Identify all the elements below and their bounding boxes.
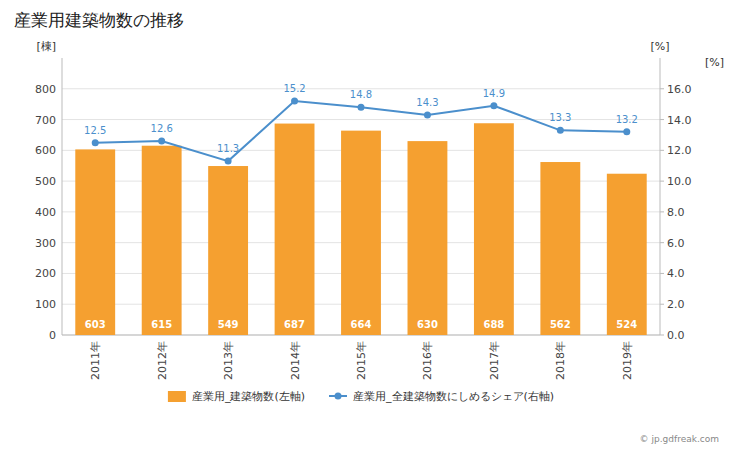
x-tick-label: 2014年: [289, 341, 302, 380]
y-tick-label: 500: [35, 175, 56, 188]
y-tick-label: 300: [35, 237, 56, 250]
x-tick-label: 2016年: [421, 341, 434, 380]
y2-tick-label: 16.0: [667, 83, 692, 96]
plot-marks: [75, 98, 646, 335]
line-point: [225, 158, 232, 165]
legend: 産業用_建築物数(左軸) 産業用_全建築物数にしめるシェア(右軸): [168, 390, 554, 403]
y2-tick-label: 8.0: [667, 206, 685, 219]
y-axis-label: [棟]: [36, 40, 56, 53]
bar: [275, 124, 315, 335]
y2-tick-label: 2.0: [667, 298, 685, 311]
point-label: 13.3: [549, 112, 571, 123]
bar: [474, 123, 514, 335]
line-point: [557, 127, 564, 134]
y-tick-label: 600: [35, 144, 56, 157]
y2-tick: [660, 273, 664, 274]
point-label: 12.6: [151, 123, 173, 134]
y-tick-label: 400: [35, 206, 56, 219]
legend-item: 産業用_建築物数(左軸): [168, 390, 305, 403]
y-tick-label: 100: [35, 298, 56, 311]
y2-tick: [660, 211, 664, 212]
bar-label: 524: [616, 319, 637, 330]
line-point: [623, 128, 630, 135]
x-tick-label: 2018年: [554, 341, 567, 380]
annotation: [%]: [705, 56, 724, 69]
y2-tick-label: 14.0: [667, 114, 692, 127]
y2-tick-label: 4.0: [667, 267, 685, 280]
line-point: [424, 111, 431, 118]
x-tick-label: 2017年: [488, 341, 501, 380]
point-label: 14.3: [416, 97, 438, 108]
y2-tick: [660, 242, 664, 243]
y2-tick-label: 6.0: [667, 237, 685, 250]
legend-item: 産業用_全建築物数にしめるシェア(右軸): [329, 390, 554, 403]
y-tick-label: 200: [35, 267, 56, 280]
x-tick-label: 2019年: [621, 341, 634, 380]
x-tick-label: 2011年: [89, 341, 102, 380]
line-point: [358, 104, 365, 111]
bar-label: 688: [483, 319, 504, 330]
x-tick-label: 2015年: [355, 341, 368, 380]
bar-label: 549: [218, 319, 239, 330]
line-point: [490, 102, 497, 109]
bar: [540, 162, 580, 335]
point-label: 14.8: [350, 89, 372, 100]
legend-label: 産業用_全建築物数にしめるシェア(右軸): [353, 390, 554, 403]
point-label: 15.2: [283, 83, 305, 94]
bar: [607, 174, 647, 335]
line-point: [291, 98, 298, 105]
point-label: 12.5: [84, 125, 106, 136]
x-tick-label: 2013年: [222, 341, 235, 380]
bar: [208, 166, 248, 335]
bar-label: 687: [284, 319, 305, 330]
title: 産業用建築物数の推移: [14, 10, 184, 30]
chart: 産業用建築物数の推移 0 100 200 300 400 500 600 700 800 0.0 2.…: [0, 0, 729, 450]
watermark: © jp.gdfreak.com: [640, 434, 719, 444]
bar-label: 615: [151, 319, 172, 330]
legend-swatch: [335, 393, 342, 400]
line: [95, 101, 627, 161]
line-point: [92, 139, 99, 146]
legend-label: 産業用_建築物数(左軸): [192, 390, 305, 403]
y2-tick: [660, 304, 664, 305]
bar-label: 664: [351, 319, 372, 330]
point-label: 13.2: [616, 114, 638, 125]
y2-tick-label: 0.0: [667, 329, 685, 342]
bar: [75, 149, 115, 335]
x-tick-label: 2012年: [156, 341, 169, 380]
y2-axis-line: [660, 58, 661, 335]
y2-tick: [660, 150, 664, 151]
y2-axis-label: [%]: [650, 40, 669, 53]
bar-label: 603: [85, 319, 106, 330]
y2-tick: [660, 335, 664, 336]
point-label: 14.9: [483, 88, 505, 99]
y2-tick: [660, 181, 664, 182]
y-tick-label: 700: [35, 114, 56, 127]
legend-swatch: [168, 391, 186, 402]
bar: [142, 146, 182, 335]
y2-tick-label: 12.0: [667, 144, 692, 157]
line-point: [158, 138, 165, 145]
y2-tick: [660, 119, 664, 120]
y-tick-label: 0: [49, 329, 56, 342]
bar-label: 630: [417, 319, 438, 330]
data-labels: 603 615 549 687 664 630 688 562 524 12.5 12.6 11.3 1…: [84, 83, 638, 330]
y2-tick-label: 10.0: [667, 175, 692, 188]
y2-tick: [660, 88, 664, 89]
bar-label: 562: [550, 319, 571, 330]
point-label: 11.3: [217, 143, 239, 154]
y-axis-line: [62, 58, 63, 335]
bar: [341, 131, 381, 335]
y-tick-label: 800: [35, 83, 56, 96]
bar: [408, 141, 448, 335]
